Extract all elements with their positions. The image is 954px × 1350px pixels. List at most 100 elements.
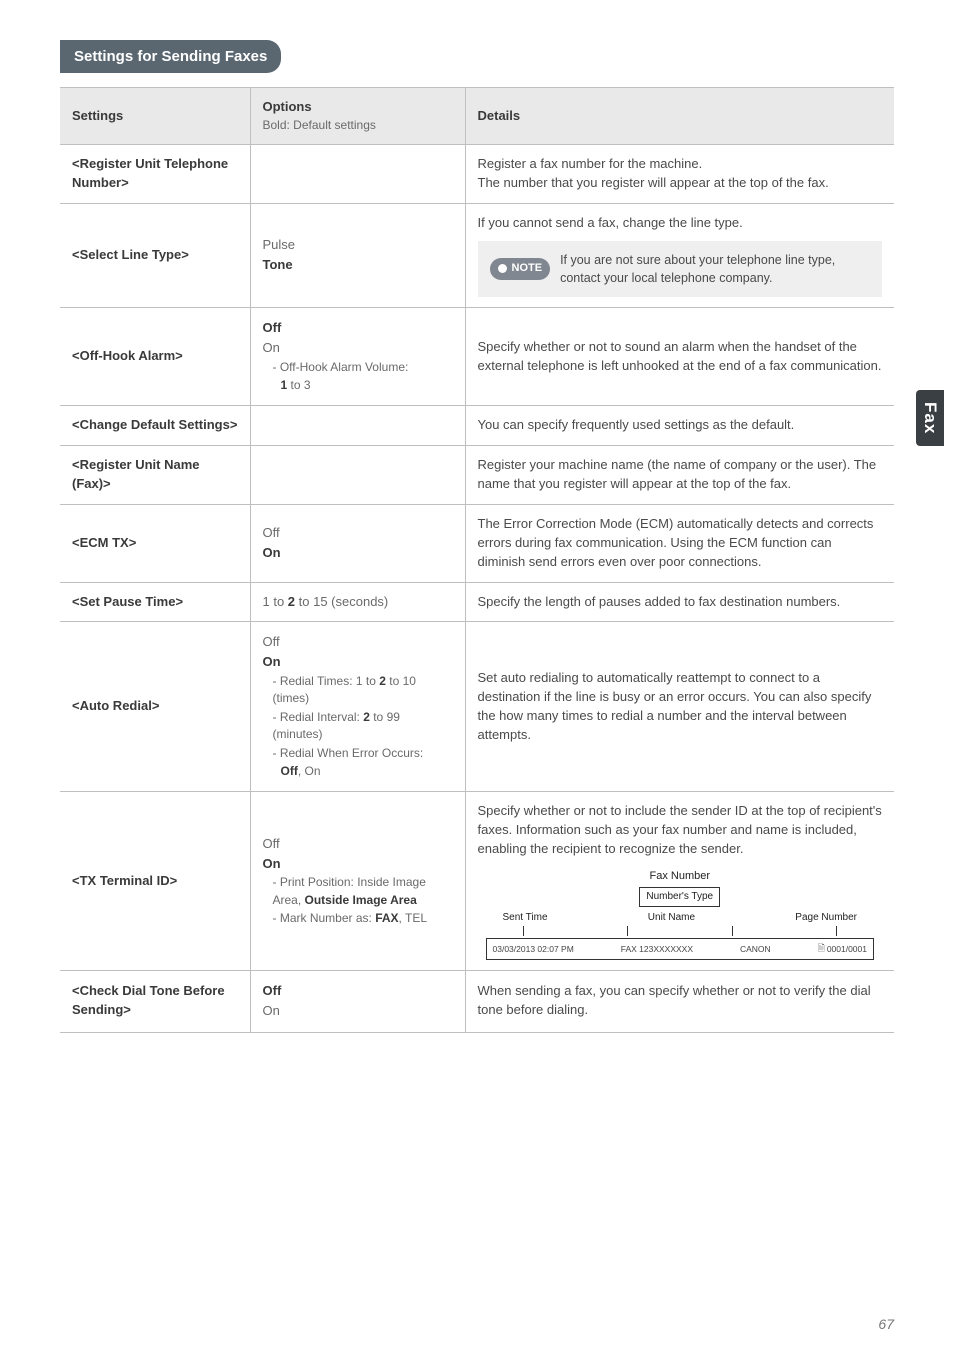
setting-details: You can specify frequently used settings… — [465, 406, 894, 446]
setting-options — [250, 446, 465, 505]
detail-line: If you cannot send a fax, change the lin… — [478, 214, 883, 233]
option-item: Pulse — [263, 236, 453, 255]
option-bold: FAX — [375, 911, 398, 925]
diagram-labels-row: Sent Time Unit Name Page Number — [478, 911, 883, 926]
paper-page: 0001/0001 — [818, 942, 867, 955]
option-text: , TEL — [399, 911, 427, 925]
option-text: - Redial Times: 1 to — [273, 674, 380, 688]
setting-details: Specify whether or not to include the se… — [465, 792, 894, 970]
diagram-numbers-type-box: Number's Type — [639, 887, 720, 908]
detail-line: Register a fax number for the machine. — [478, 155, 883, 174]
note-icon: NOTE — [490, 258, 551, 280]
setting-options: Off On - Off-Hook Alarm Volume: 1 to 3 — [250, 308, 465, 406]
table-row: <Register Unit Name (Fax)> Register your… — [60, 446, 894, 505]
paper-time: 03/03/2013 02:07 PM — [493, 943, 574, 955]
table-row: <ECM TX> Off On The Error Correction Mod… — [60, 505, 894, 583]
side-tab-fax: Fax — [916, 390, 944, 446]
note-text: If you are not sure about your telephone… — [560, 251, 870, 287]
note-label: NOTE — [512, 261, 543, 277]
option-item: - Redial Times: 1 to 2 to 10 (times) — [263, 673, 453, 708]
option-bold: Off — [281, 764, 298, 778]
option-item: On — [263, 1002, 453, 1021]
option-item: Off — [263, 633, 453, 652]
option-item: 1 to 3 — [263, 377, 453, 394]
setting-name: <Register Unit Name (Fax)> — [60, 446, 250, 505]
setting-name: <Select Line Type> — [60, 203, 250, 307]
option-bold: 2 — [363, 710, 370, 724]
settings-table: Settings Options Bold: Default settings … — [60, 87, 894, 1033]
setting-options: 1 to 2 to 15 (seconds) — [250, 582, 465, 622]
option-bold: 2 — [288, 594, 295, 609]
option-item: - Redial When Error Occurs: — [263, 745, 453, 762]
setting-name: <Set Pause Time> — [60, 582, 250, 622]
section-header: Settings for Sending Faxes — [60, 40, 281, 73]
setting-details: Specify whether or not to sound an alarm… — [465, 308, 894, 406]
setting-name: <Auto Redial> — [60, 622, 250, 792]
setting-options — [250, 406, 465, 446]
col-header-details: Details — [465, 88, 894, 145]
setting-details: Specify the length of pauses added to fa… — [465, 582, 894, 622]
side-tab-label: Fax — [921, 402, 940, 434]
setting-details: The Error Correction Mode (ECM) automati… — [465, 505, 894, 583]
option-text: 1 to — [263, 594, 288, 609]
diagram-unit-name-label: Unit Name — [648, 911, 695, 926]
options-subtitle: Bold: Default settings — [263, 117, 453, 134]
option-item: On — [263, 339, 453, 358]
setting-options: Off On — [250, 970, 465, 1032]
table-row: <Off-Hook Alarm> Off On - Off-Hook Alarm… — [60, 308, 894, 406]
setting-details: Set auto redialing to automatically reat… — [465, 622, 894, 792]
option-item: - Off-Hook Alarm Volume: — [263, 359, 453, 376]
setting-details: If you cannot send a fax, change the lin… — [465, 203, 894, 307]
option-item: Off, On — [263, 763, 453, 780]
setting-name: <Off-Hook Alarm> — [60, 308, 250, 406]
option-text: - Mark Number as: — [273, 911, 376, 925]
diagram-sent-time-label: Sent Time — [503, 911, 548, 926]
diagram-ticks — [478, 926, 883, 938]
option-bold: 2 — [379, 674, 386, 688]
option-item: - Mark Number as: FAX, TEL — [263, 910, 453, 927]
detail-text: Specify whether or not to include the se… — [478, 802, 883, 859]
table-row: <Set Pause Time> 1 to 2 to 15 (seconds) … — [60, 582, 894, 622]
col-header-options: Options Bold: Default settings — [250, 88, 465, 145]
setting-options: Off On - Redial Times: 1 to 2 to 10 (tim… — [250, 622, 465, 792]
diagram-paper-strip: 03/03/2013 02:07 PM FAX 123XXXXXXX CANON… — [486, 938, 875, 960]
option-text: to 3 — [287, 378, 310, 392]
option-item: Off — [263, 524, 453, 543]
table-row: <Register Unit Telephone Number> Registe… — [60, 145, 894, 204]
table-row: <Select Line Type> Pulse Tone If you can… — [60, 203, 894, 307]
options-title: Options — [263, 99, 312, 114]
option-text: - Redial Interval: — [273, 710, 364, 724]
table-row: <Auto Redial> Off On - Redial Times: 1 t… — [60, 622, 894, 792]
diagram-fax-number-label: Fax Number — [478, 869, 883, 885]
option-item: - Redial Interval: 2 to 99 (minutes) — [263, 709, 453, 744]
table-row: <TX Terminal ID> Off On - Print Position… — [60, 792, 894, 970]
table-row: <Change Default Settings> You can specif… — [60, 406, 894, 446]
setting-details: When sending a fax, you can specify whet… — [465, 970, 894, 1032]
section-title: Settings for Sending Faxes — [74, 48, 267, 65]
option-item: - Print Position: Inside Image Area, Out… — [263, 874, 453, 909]
option-item: Tone — [263, 256, 453, 275]
setting-name: <ECM TX> — [60, 505, 250, 583]
table-row: <Check Dial Tone Before Sending> Off On … — [60, 970, 894, 1032]
col-header-settings: Settings — [60, 88, 250, 145]
setting-details: Register a fax number for the machine. T… — [465, 145, 894, 204]
option-item: On — [263, 855, 453, 874]
setting-name: <TX Terminal ID> — [60, 792, 250, 970]
option-item: Off — [263, 982, 453, 1001]
setting-name: <Check Dial Tone Before Sending> — [60, 970, 250, 1032]
setting-options — [250, 145, 465, 204]
setting-name: <Register Unit Telephone Number> — [60, 145, 250, 204]
option-bold: Outside Image Area — [305, 893, 417, 907]
option-item: Off — [263, 835, 453, 854]
option-item: On — [263, 653, 453, 672]
page-number: 67 — [878, 1316, 894, 1332]
setting-options: Off On - Print Position: Inside Image Ar… — [250, 792, 465, 970]
option-item: Off — [263, 319, 453, 338]
paper-fax: FAX 123XXXXXXX — [621, 943, 693, 955]
table-header: Settings Options Bold: Default settings … — [60, 88, 894, 145]
option-text: to 15 (seconds) — [295, 594, 388, 609]
fax-diagram: Fax Number Number's Type Sent Time Unit … — [478, 869, 883, 960]
option-text: , On — [298, 764, 321, 778]
note-box: NOTE If you are not sure about your tele… — [478, 241, 883, 297]
paper-name: CANON — [740, 943, 771, 955]
